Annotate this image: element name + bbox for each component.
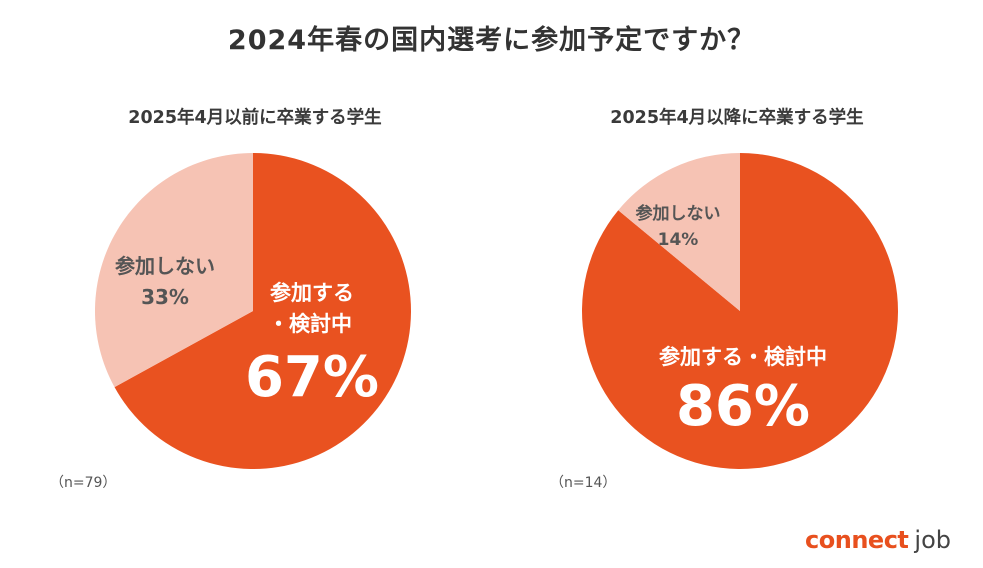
slice-label-participate-line1: 参加する [270, 281, 354, 305]
page-title: 2024年春の国内選考に参加予定ですか？ [227, 25, 756, 56]
slice-label-not-participate-right: 参加しない [636, 203, 721, 224]
sample-size-right: （n=14） [550, 475, 617, 491]
slice-label-not-participate: 参加しない [115, 254, 215, 278]
slice-percent-not-participate-right: 14% [658, 230, 699, 250]
pie-slice-participate-left [114, 153, 411, 469]
pie-slice-not-participate-right [618, 153, 740, 311]
slice-label-participate-right: 参加する・検討中 [659, 345, 827, 369]
logo-text-job: job [914, 526, 951, 554]
pie-chart-right: 参加する・検討中 86% 参加しない 14% [582, 153, 899, 469]
pie-slice-not-participate-left [94, 153, 253, 388]
brand-logo: connect job [805, 528, 951, 552]
slice-percent-not-participate: 33% [141, 285, 189, 309]
slice-percent-participate-right: 86% [676, 374, 810, 439]
chart-right-title: 2025年4月以降に卒業する学生 [610, 108, 864, 128]
slice-percent-participate: 67% [245, 345, 379, 410]
logo-text-connect: connect [805, 526, 909, 554]
pie-chart-left: 参加する ・検討中 67% 参加しない 33% [94, 153, 411, 469]
slice-label-participate-line2: ・検討中 [268, 312, 352, 336]
chart-left-title: 2025年4月以前に卒業する学生 [128, 108, 382, 128]
sample-size-left: （n=79） [50, 475, 117, 491]
pie-slice-participate-right [582, 153, 899, 469]
